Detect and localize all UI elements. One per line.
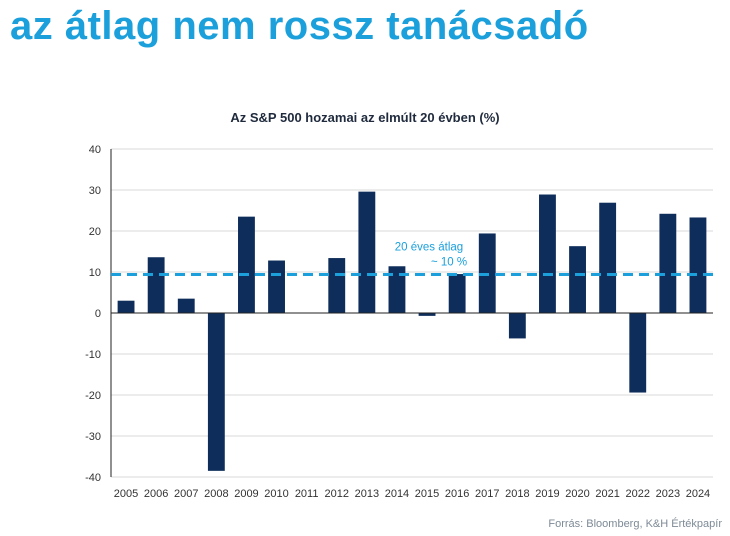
- x-tick-labels: 2005 2006 2007 2008 2009 2010 2011 2012 2013 2014…: [114, 488, 710, 500]
- y-tick-label: -20: [85, 390, 101, 402]
- source-note: Forrás: Bloomberg, K&H Értékpapír: [548, 518, 722, 530]
- x-tick-label: 2015: [415, 488, 439, 500]
- bar-2023: [659, 213, 677, 313]
- x-tick-label: 2012: [325, 488, 349, 500]
- average-label-line1: 20 éves átlag: [395, 241, 463, 253]
- bar-2015: [418, 313, 436, 316]
- bar-2005: [117, 300, 135, 313]
- y-tick-label: 20: [89, 226, 101, 238]
- bar-2014: [388, 266, 406, 313]
- page-headline: az átlag nem rossz tanácsadó: [10, 4, 589, 48]
- average-label-line2: ~ 10 %: [431, 256, 467, 268]
- x-tick-label: 2020: [565, 488, 589, 500]
- y-tick-label: -40: [85, 472, 101, 484]
- bar-2008: [207, 313, 225, 471]
- axes: [110, 149, 713, 477]
- x-tick-label: 2023: [656, 488, 680, 500]
- y-tick-label: -10: [85, 349, 101, 361]
- bar-2010: [268, 260, 285, 313]
- x-tick-label: 2009: [234, 488, 258, 500]
- x-tick-label: 2018: [505, 488, 529, 500]
- x-tick-label: 2005: [114, 488, 138, 500]
- x-tick-label: 2013: [355, 488, 379, 500]
- x-tick-label: 2021: [595, 488, 619, 500]
- x-tick-label: 2024: [686, 488, 710, 500]
- average-line-group: 20 éves átlag ~ 10 %: [111, 241, 713, 276]
- bar-2009: [238, 216, 255, 313]
- bar-2021: [599, 202, 617, 313]
- bar-2022: [629, 313, 647, 393]
- x-tick-label: 2017: [475, 488, 499, 500]
- y-tick-label: 30: [89, 185, 101, 197]
- x-tick-label: 2010: [264, 488, 288, 500]
- y-tick-label: 0: [95, 308, 101, 320]
- y-tick-labels: 40 30 20 10 0 -10 -20 -30 -40: [85, 144, 101, 484]
- x-tick-label: 2008: [204, 488, 228, 500]
- x-tick-label: 2016: [445, 488, 469, 500]
- x-tick-label: 2014: [385, 488, 409, 500]
- bar-2024: [689, 217, 707, 313]
- bar-2013: [358, 191, 376, 313]
- y-tick-label: 10: [89, 267, 101, 279]
- bar-2012: [328, 258, 346, 313]
- y-tick-label: 40: [89, 144, 101, 156]
- bar-2020: [569, 246, 586, 313]
- bar-2018: [508, 313, 526, 339]
- bar-2007: [177, 298, 195, 313]
- y-tick-label: -30: [85, 431, 101, 443]
- bar-2019: [539, 194, 556, 313]
- bars: [117, 191, 707, 471]
- x-tick-label: 2007: [174, 488, 198, 500]
- x-tick-label: 2022: [626, 488, 650, 500]
- x-tick-label: 2019: [535, 488, 559, 500]
- x-tick-label: 2011: [295, 488, 319, 500]
- bar-2006: [147, 257, 165, 313]
- chart-title: Az S&P 500 hozamai az elmúlt 20 évben (%…: [230, 110, 500, 125]
- bar-2016: [448, 274, 466, 313]
- x-tick-label: 2006: [144, 488, 168, 500]
